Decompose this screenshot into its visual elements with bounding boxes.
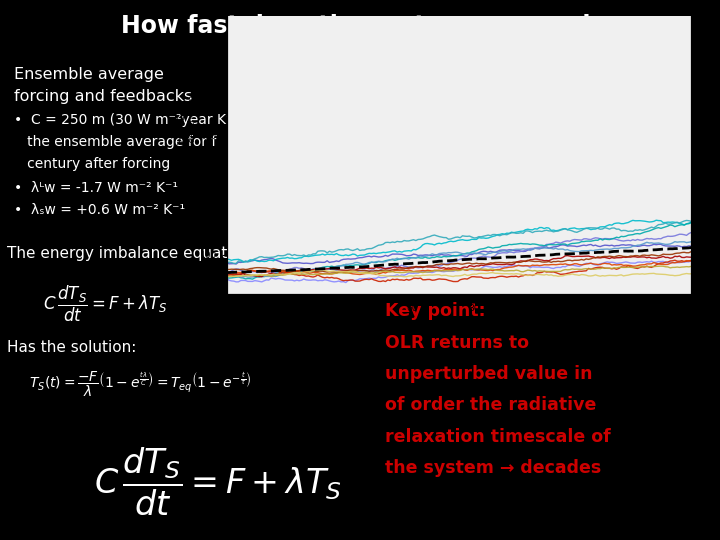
Y-axis label: Heat capacity -- C
(Effective ocean depth -- m): Heat capacity -- C (Effective ocean dept… xyxy=(178,91,197,219)
Text: of order the radiative: of order the radiative xyxy=(385,396,597,414)
Text: the ensemble average for f: the ensemble average for f xyxy=(14,135,217,149)
Text: The energy imbalance equation:: The energy imbalance equation: xyxy=(7,246,256,261)
Text: $T_S(t) = \dfrac{-F}{\lambda}\left(1 - e^{\frac{t\lambda}{C}}\right) = T_{eq}\le: $T_S(t) = \dfrac{-F}{\lambda}\left(1 - e… xyxy=(29,370,251,399)
Text: Has the solution:: Has the solution: xyxy=(7,340,137,355)
Text: OLR returns to: OLR returns to xyxy=(385,334,529,352)
Title: Heat Capacity of Climate System: Heat Capacity of Climate System xyxy=(361,2,557,15)
Text: Key point:: Key point: xyxy=(385,302,486,320)
Text: $C\,\dfrac{dT_S}{dt} = F + \lambda T_S$: $C\,\dfrac{dT_S}{dt} = F + \lambda T_S$ xyxy=(94,446,341,518)
Text: forcing and feedbacks: forcing and feedbacks xyxy=(14,89,193,104)
Text: •  C = 250 m (30 W m⁻²year K⁻¹): • C = 250 m (30 W m⁻²year K⁻¹) xyxy=(14,113,245,127)
Y-axis label: Radiative e-folding timescale (Years): Radiative e-folding timescale (Years) xyxy=(715,72,720,238)
Text: equilibrium?: equilibrium? xyxy=(277,35,443,59)
Text: •  λₛᴡ = +0.6 W m⁻² K⁻¹: • λₛᴡ = +0.6 W m⁻² K⁻¹ xyxy=(14,202,186,217)
Text: Ensemble average: Ensemble average xyxy=(14,68,164,83)
Text: unperturbed value in: unperturbed value in xyxy=(385,365,593,383)
Text: relaxation timescale of: relaxation timescale of xyxy=(385,428,611,445)
Text: the system → decades: the system → decades xyxy=(385,459,601,477)
X-axis label: Years since CO$_2$ Quadrupling: Years since CO$_2$ Quadrupling xyxy=(383,316,535,330)
Text: $C\,\dfrac{dT_S}{dt} = F + \lambda T_S$: $C\,\dfrac{dT_S}{dt} = F + \lambda T_S$ xyxy=(43,284,168,323)
Text: •  λᴸᴡ = -1.7 W m⁻² K⁻¹: • λᴸᴡ = -1.7 W m⁻² K⁻¹ xyxy=(14,181,179,195)
Text: century after forcing: century after forcing xyxy=(14,157,171,171)
Text: How fast does the system approach: How fast does the system approach xyxy=(121,14,599,37)
